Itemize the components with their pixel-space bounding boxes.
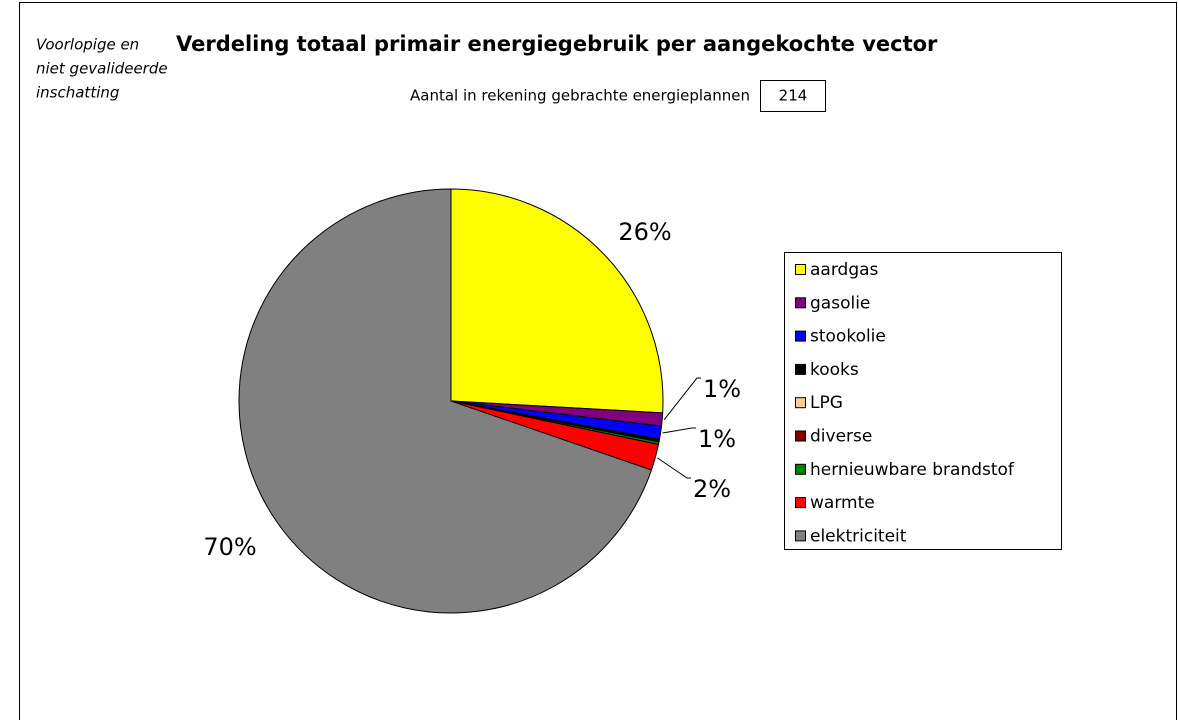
counter-label: Aantal in rekening gebrachte energieplan… [410,87,750,105]
data-label: 1% [698,425,736,453]
note-line: inschatting [36,84,119,102]
counter-value: 214 [779,87,808,105]
data-label: 70% [203,533,256,561]
legend-swatch [795,363,806,375]
frame [19,2,1177,720]
leader-line [663,377,701,421]
note-line: niet gevalideerde [36,60,168,78]
leader-line [662,427,696,434]
legend-label: warmte [810,493,875,513]
leader-line [657,457,691,479]
pie-slice [450,188,664,414]
data-label: 1% [703,375,741,403]
legend-swatch [795,497,806,509]
legend-swatch [795,330,806,342]
legend-label: diverse [810,427,872,447]
data-label: 2% [693,475,731,503]
data-label: 26% [618,218,671,246]
legend-swatch [795,397,806,409]
legend-label: gasolie [810,293,870,313]
legend-swatch [795,463,806,475]
legend-label: hernieuwbare brandstof [810,460,1015,480]
legend-label: LPG [810,393,843,413]
note-line: Voorlopige en [36,36,139,54]
legend-label: kooks [810,360,859,380]
counter-box [760,80,826,112]
legend-label: stookolie [810,327,886,347]
legend-box [784,252,1062,550]
legend-swatch [795,530,806,542]
pie-slice [238,188,653,614]
chart-title: Verdeling totaal primair energiegebruik … [176,32,938,56]
legend-swatch [795,264,806,275]
legend-label: aardgas [810,260,879,280]
legend-label: elektriciteit [810,526,907,546]
legend-swatch [795,297,806,309]
legend-swatch [795,430,806,442]
